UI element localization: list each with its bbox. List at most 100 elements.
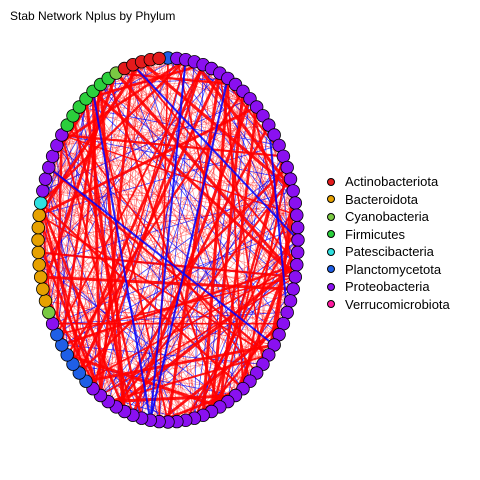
network-edge bbox=[141, 57, 169, 419]
network-edge bbox=[194, 61, 284, 157]
network-edge bbox=[92, 239, 299, 389]
network-edge bbox=[66, 124, 258, 374]
legend-swatch bbox=[327, 300, 335, 309]
legend: Actinobacteriota Bacteroidota Cyanobacteri… bbox=[327, 173, 450, 313]
network-node bbox=[283, 172, 298, 186]
network-edge bbox=[185, 59, 221, 407]
network-node bbox=[34, 270, 48, 284]
network-edge bbox=[48, 166, 275, 346]
legend-label: Verrucomicrobiota bbox=[345, 296, 450, 312]
network-node bbox=[38, 172, 53, 186]
network-edge bbox=[149, 59, 187, 421]
network-edge bbox=[52, 98, 251, 324]
network-edge bbox=[226, 78, 244, 389]
network-edge bbox=[115, 124, 270, 408]
legend-swatch bbox=[327, 177, 335, 186]
network-edge bbox=[72, 58, 160, 365]
network-edge bbox=[38, 59, 186, 216]
network-edge bbox=[39, 202, 88, 382]
network-node bbox=[276, 149, 291, 164]
legend-label: Actinobacteriota bbox=[345, 174, 439, 190]
network-node bbox=[31, 245, 46, 260]
legend-item: Verrucomicrobiota bbox=[327, 296, 450, 314]
network-edge bbox=[132, 145, 280, 416]
network-edge bbox=[39, 202, 126, 412]
network-edge bbox=[39, 202, 244, 390]
legend-label: Proteobacteria bbox=[345, 279, 430, 295]
network-edge bbox=[218, 156, 285, 408]
legend-label: Firmicutes bbox=[345, 226, 405, 242]
network-node bbox=[32, 258, 46, 272]
legend-item: Cyanobacteria bbox=[327, 208, 450, 226]
legend-label: Planctomycetota bbox=[345, 261, 442, 277]
network-edge bbox=[194, 91, 244, 419]
network-edge bbox=[48, 167, 244, 389]
network-edge bbox=[42, 190, 221, 408]
network-edge bbox=[40, 202, 204, 416]
network-edge bbox=[56, 167, 288, 335]
network-edge bbox=[218, 106, 259, 408]
network-edge bbox=[193, 60, 295, 192]
legend-swatch bbox=[327, 212, 335, 221]
network-node bbox=[280, 305, 294, 320]
network-edge bbox=[61, 134, 298, 216]
network-edge bbox=[48, 167, 229, 402]
network-nodes bbox=[31, 51, 305, 429]
legend-swatch bbox=[327, 230, 335, 239]
network-edge bbox=[100, 84, 297, 216]
network-node bbox=[42, 160, 56, 175]
network-edge bbox=[211, 68, 288, 168]
network-edge bbox=[61, 133, 284, 158]
network-edge bbox=[56, 64, 204, 336]
network-edge bbox=[116, 71, 236, 86]
legend-swatch bbox=[327, 282, 335, 291]
network-node bbox=[36, 184, 50, 198]
legend-label: Cyanobacteria bbox=[345, 209, 429, 225]
network-edge bbox=[92, 91, 152, 421]
network-node bbox=[36, 282, 50, 296]
legend-item: Actinobacteriota bbox=[327, 173, 450, 191]
legend-label: Patescibacteria bbox=[345, 244, 434, 260]
network-edge bbox=[167, 57, 195, 419]
network-edge bbox=[40, 275, 294, 291]
network-edge bbox=[52, 323, 169, 423]
network-edge bbox=[60, 134, 134, 416]
network-edge bbox=[235, 84, 270, 355]
network-edge bbox=[38, 58, 160, 228]
network-node bbox=[280, 160, 294, 175]
chart-title: Stab Network Nplus by Phylum bbox=[10, 9, 176, 23]
network-edge bbox=[61, 344, 264, 365]
network-node bbox=[31, 233, 45, 247]
network-node bbox=[45, 317, 60, 331]
network-edge bbox=[158, 57, 169, 422]
network-edge bbox=[92, 90, 297, 279]
network-edge bbox=[38, 214, 270, 356]
network-node bbox=[290, 208, 304, 222]
network-edge bbox=[185, 354, 269, 421]
network-node bbox=[38, 294, 53, 308]
network-node bbox=[291, 220, 305, 235]
network-node bbox=[288, 270, 303, 284]
network-edge bbox=[40, 276, 151, 421]
network-edge bbox=[38, 59, 186, 253]
network-edge bbox=[241, 167, 289, 389]
network-edge bbox=[210, 91, 245, 412]
network-edge bbox=[158, 61, 195, 422]
network-edge bbox=[79, 312, 288, 374]
network-edge bbox=[79, 106, 264, 365]
network-edge bbox=[56, 58, 187, 147]
network-node bbox=[291, 233, 305, 247]
network-edge bbox=[79, 312, 288, 374]
legend-item: Firmicutes bbox=[327, 226, 450, 244]
network-node bbox=[31, 220, 46, 235]
network-edge bbox=[55, 134, 63, 335]
network-edge bbox=[132, 64, 229, 402]
network-node bbox=[34, 196, 48, 210]
network-edge bbox=[84, 98, 127, 412]
legend-swatch bbox=[327, 195, 335, 204]
legend-item: Patescibacteria bbox=[327, 243, 450, 261]
legend-label: Bacteroidota bbox=[345, 191, 418, 207]
network-node bbox=[288, 196, 303, 210]
network-edge bbox=[132, 64, 298, 266]
